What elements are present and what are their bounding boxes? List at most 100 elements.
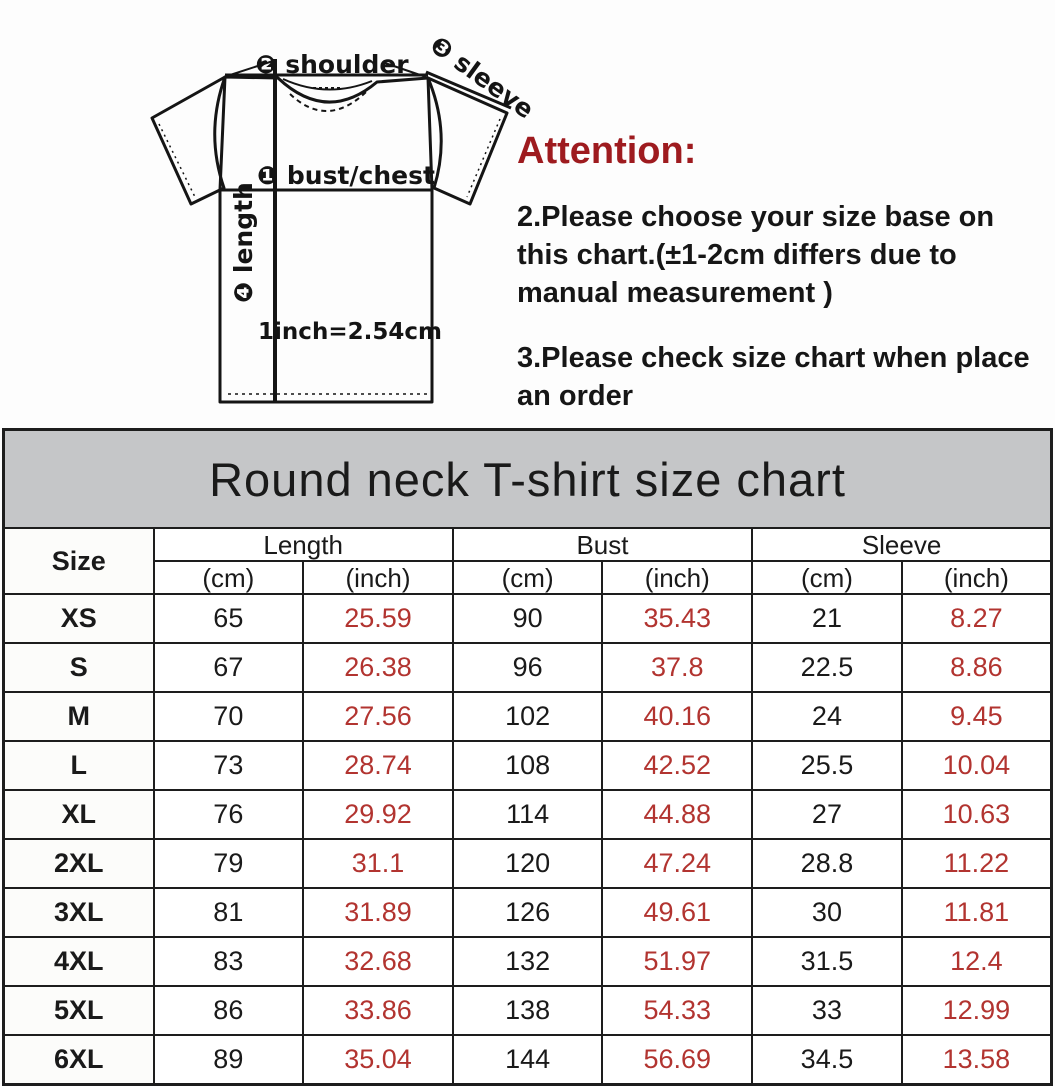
inch-value-cell: 8.86	[900, 642, 1053, 693]
inch-value-cell: 51.97	[601, 936, 754, 987]
attention-note-3: 3.Please check size chart when place an …	[517, 342, 1030, 412]
cm-value-cell: 31.5	[751, 936, 903, 987]
size-cell: XL	[2, 789, 155, 840]
table-row: XL 76 29.92 114 44.88 27 10.63	[2, 789, 1053, 840]
inch-value-cell: 32.68	[302, 936, 454, 987]
inch-value-cell: 10.63	[900, 789, 1053, 840]
size-cell: M	[2, 691, 155, 742]
sleeve-measure-line	[425, 70, 512, 110]
size-cell: S	[2, 642, 155, 693]
tshirt-body-outline	[218, 75, 434, 404]
cm-value-cell: 144	[451, 1034, 604, 1085]
cm-value-cell: 108	[451, 740, 604, 791]
inch-value-cell: 44.88	[601, 789, 754, 840]
collar-inner-dashed-arc	[289, 91, 367, 112]
unit-header-length-cm: (cm)	[152, 560, 305, 595]
size-cell: 6XL	[2, 1034, 155, 1085]
tshirt-measurement-diagram: ❷ shoulder ❸ sleeve ❶ bust/chest ❹ lengt…	[150, 30, 532, 404]
shoulder-label: ❷ shoulder	[255, 50, 409, 79]
inch-value-cell: 28.74	[302, 740, 454, 791]
size-cell: 3XL	[2, 887, 155, 938]
inch-value-cell: 31.89	[302, 887, 454, 938]
cm-value-cell: 83	[152, 936, 305, 987]
size-cell: 5XL	[2, 985, 155, 1036]
cm-value-cell: 21	[751, 593, 903, 644]
cm-value-cell: 73	[152, 740, 305, 791]
inch-value-cell: 11.81	[900, 887, 1053, 938]
tshirt-left-sleeve-outline	[150, 75, 227, 206]
table-row: 4XL 83 32.68 132 51.97 31.5 12.4	[2, 936, 1053, 987]
collar-back-arc	[282, 78, 373, 91]
cm-value-cell: 79	[152, 838, 305, 889]
inch-value-cell: 9.45	[900, 691, 1053, 742]
cm-value-cell: 96	[451, 642, 604, 693]
size-chart-table: Round neck T-shirt size chart Size Lengt…	[2, 428, 1053, 1086]
inch-value-cell: 12.4	[900, 936, 1053, 987]
inch-value-cell: 29.92	[302, 789, 454, 840]
inch-value-cell: 12.99	[900, 985, 1053, 1036]
inch-value-cell: 56.69	[601, 1034, 754, 1085]
cm-value-cell: 86	[152, 985, 305, 1036]
cm-value-cell: 70	[152, 691, 305, 742]
unit-header-row: (cm) (inch) (cm) (inch) (cm) (inch)	[4, 560, 1053, 595]
bust-chest-label: ❶ bust/chest	[257, 161, 435, 190]
inch-value-cell: 13.58	[900, 1034, 1053, 1085]
inch-value-cell: 54.33	[601, 985, 754, 1036]
cm-value-cell: 34.5	[751, 1034, 903, 1085]
cm-value-cell: 25.5	[751, 740, 903, 791]
size-cell: 2XL	[2, 838, 155, 889]
size-table-body: XS 65 25.59 90 35.43 21 8.27 S 67 26.38 96 37.8 22.5…	[2, 593, 1053, 1085]
right-cuff-stitches	[466, 118, 501, 198]
shoulder-leader-left	[226, 60, 274, 77]
table-row: L 73 28.74 108 42.52 25.5 10.04	[2, 740, 1053, 791]
column-group-length: Length	[152, 527, 454, 562]
table-row: 2XL 79 31.1 120 47.24 28.8 11.22	[2, 838, 1053, 889]
table-title: Round neck T-shirt size chart	[2, 428, 1053, 529]
inch-value-cell: 25.59	[302, 593, 454, 644]
size-cell: L	[2, 740, 155, 791]
inch-value-cell: 31.1	[302, 838, 454, 889]
column-header-size: Size	[2, 527, 155, 595]
cm-value-cell: 132	[451, 936, 604, 987]
inch-value-cell: 27.56	[302, 691, 454, 742]
cm-value-cell: 81	[152, 887, 305, 938]
inch-value-cell: 35.04	[302, 1034, 454, 1085]
left-cuff-stitches	[158, 123, 196, 198]
table-row: XS 65 25.59 90 35.43 21 8.27	[2, 593, 1053, 644]
inch-conversion-note: 1inch=2.54cm	[258, 319, 442, 345]
unit-header-sleeve-inch: (inch)	[900, 560, 1053, 595]
size-cell: XS	[2, 593, 155, 644]
cm-value-cell: 65	[152, 593, 305, 644]
inch-value-cell: 47.24	[601, 838, 754, 889]
cm-value-cell: 27	[751, 789, 903, 840]
tshirt-right-sleeve-outline	[426, 76, 509, 206]
unit-header-length-inch: (inch)	[302, 560, 454, 595]
shoulder-leader-right	[384, 62, 427, 78]
column-group-sleeve: Sleeve	[751, 527, 1053, 562]
size-cell: 4XL	[2, 936, 155, 987]
table-row: 5XL 86 33.86 138 54.33 33 12.99	[2, 985, 1053, 1036]
cm-value-cell: 33	[751, 985, 903, 1036]
unit-header-bust-cm: (cm)	[451, 560, 604, 595]
table-row: 6XL 89 35.04 144 56.69 34.5 13.58	[2, 1034, 1053, 1085]
cm-value-cell: 22.5	[751, 642, 903, 693]
inch-value-cell: 35.43	[601, 593, 754, 644]
cm-value-cell: 67	[152, 642, 305, 693]
cm-value-cell: 102	[451, 691, 604, 742]
cm-value-cell: 120	[451, 838, 604, 889]
cm-value-cell: 30	[751, 887, 903, 938]
table-row: M 70 27.56 102 40.16 24 9.45	[2, 691, 1053, 742]
table-row: 3XL 81 31.89 126 49.61 30 11.81	[2, 887, 1053, 938]
column-group-bust: Bust	[451, 527, 754, 562]
inch-value-cell: 11.22	[900, 838, 1053, 889]
cm-value-cell: 90	[451, 593, 604, 644]
cm-value-cell: 76	[152, 789, 305, 840]
inch-value-cell: 33.86	[302, 985, 454, 1036]
inch-value-cell: 42.52	[601, 740, 754, 791]
cm-value-cell: 126	[451, 887, 604, 938]
attention-note-2: 2.Please choose your size base on this c…	[517, 201, 995, 309]
cm-value-cell: 114	[451, 789, 604, 840]
inch-value-cell: 26.38	[302, 642, 454, 693]
attention-heading: Attention:	[517, 130, 697, 172]
inch-value-cell: 40.16	[601, 691, 754, 742]
